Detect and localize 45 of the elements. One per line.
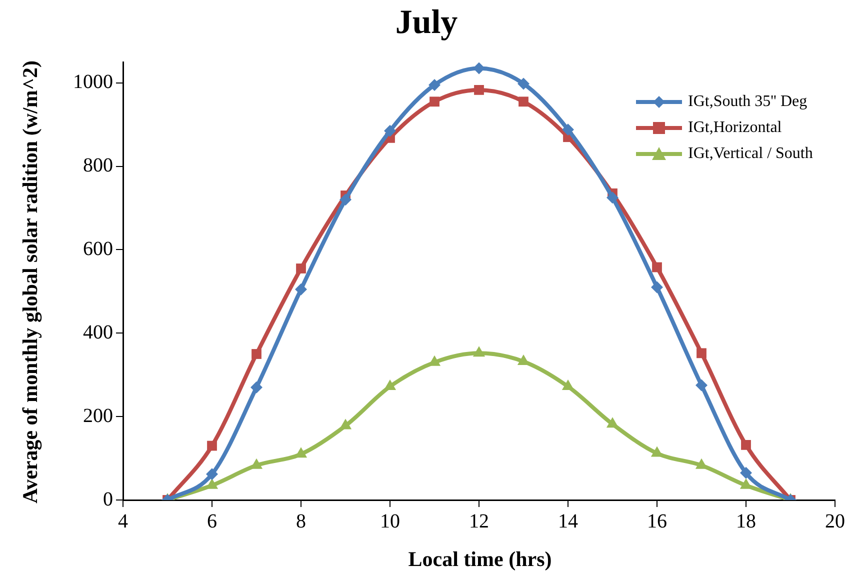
point bbox=[562, 380, 574, 390]
point bbox=[696, 348, 706, 358]
point bbox=[428, 78, 440, 91]
point bbox=[340, 194, 352, 206]
point bbox=[430, 96, 440, 107]
y-tick-label: 600 bbox=[83, 238, 113, 260]
chart-title: July bbox=[394, 4, 459, 42]
point bbox=[562, 124, 574, 136]
point bbox=[473, 62, 485, 74]
point bbox=[741, 440, 751, 450]
point bbox=[696, 379, 708, 392]
point bbox=[250, 381, 262, 394]
x-tick-label: 10 bbox=[380, 510, 400, 532]
x-tick-label: 12 bbox=[469, 510, 489, 532]
point bbox=[518, 96, 528, 107]
x-tick-label: 14 bbox=[558, 510, 578, 532]
point bbox=[474, 85, 484, 95]
point bbox=[384, 124, 396, 137]
point bbox=[339, 418, 352, 430]
x-tick-label: 6 bbox=[207, 510, 217, 532]
legend-label: IGt,Horizontal bbox=[688, 118, 782, 138]
y-tick-label: 200 bbox=[83, 404, 113, 427]
point bbox=[252, 349, 262, 359]
x-tick-label: 8 bbox=[296, 510, 306, 532]
x-tick-label: 16 bbox=[647, 510, 667, 532]
legend-label: IGt,South 35'' Deg bbox=[688, 92, 808, 112]
point bbox=[295, 283, 307, 296]
x-tick-label: 18 bbox=[736, 510, 756, 532]
legend-label: IGt,Vertical / South bbox=[688, 144, 813, 164]
point bbox=[518, 78, 530, 90]
x-axis-title: Local time (hrs) bbox=[407, 547, 553, 572]
point bbox=[651, 281, 663, 294]
y-tick-label: 400 bbox=[83, 321, 113, 344]
point bbox=[384, 380, 396, 390]
point bbox=[472, 346, 486, 357]
y-tick-label: 800 bbox=[83, 154, 113, 177]
point bbox=[606, 192, 618, 204]
x-tick-label: 20 bbox=[825, 510, 845, 532]
point bbox=[652, 262, 662, 272]
x-tick-label: 4 bbox=[118, 510, 128, 532]
y-tick-label: 0 bbox=[103, 488, 113, 510]
y-tick-label: 1000 bbox=[73, 71, 113, 94]
point bbox=[606, 417, 619, 428]
y-axis-title: Average of monthly global solar radition (w/m^2) bbox=[18, 59, 42, 506]
point bbox=[296, 264, 306, 274]
